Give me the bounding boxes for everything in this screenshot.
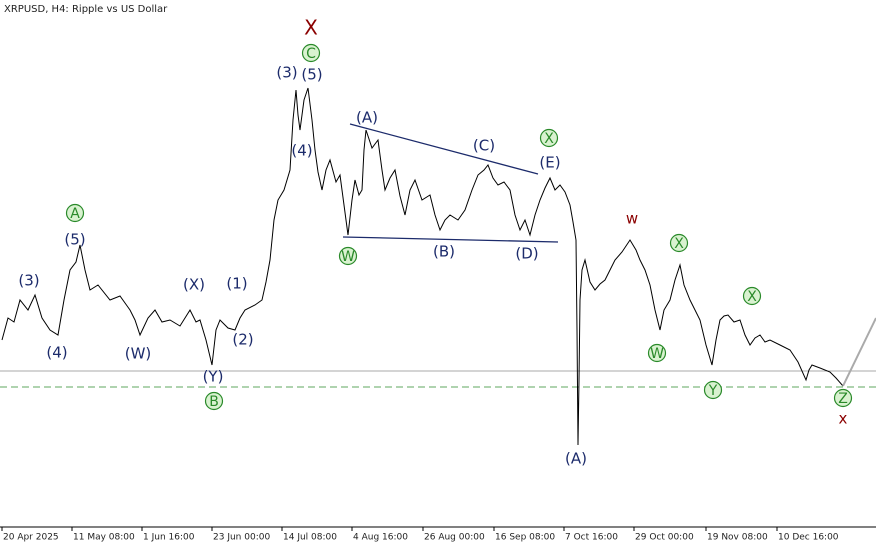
x-tick-label: 20 Apr 2025 [3,533,59,543]
wave-label: (5) [64,231,85,249]
x-tick-label: 29 Oct 00:00 [635,533,694,543]
wave-label: (A) [356,109,378,127]
chart-header: XRPUSD, H4: Ripple vs US Dollar [4,4,168,15]
triangle-lower [342,236,559,243]
wave-circle [703,380,723,400]
wave-label: (A) [565,450,587,468]
wave-circle [65,203,85,223]
wave-label: w [626,210,638,228]
x-tick-label: 10 Dec 16:00 [778,533,839,543]
wave-label: C [306,46,316,62]
triangle-upper [349,123,539,175]
wave-label: A [70,206,80,222]
x-tick-label: 19 Nov 08:00 [707,533,768,543]
wave-label: W [341,249,355,265]
wave-label: (4) [46,344,67,362]
wave-circle [338,246,358,266]
x-tick-label: 4 Aug 16:00 [353,533,408,543]
wave-label: (4) [291,142,312,160]
projection [842,317,876,387]
wave-circle [647,343,667,363]
wave-label: W [650,346,664,362]
x-tick-label: 16 Sep 08:00 [495,533,555,543]
wave-label: X [747,289,757,305]
wave-label: X [304,16,318,40]
wave-circle [539,128,559,148]
wave-label: (1) [226,275,247,293]
wave-label: X [544,131,554,147]
wave-label: B [209,394,219,410]
wave-label: (X) [183,276,205,294]
wave-label: (E) [539,154,560,172]
x-tick-label: 26 Aug 00:00 [424,533,485,543]
wave-circle [833,388,853,408]
wave-label: (C) [473,137,495,155]
price-series [1,87,844,446]
wave-label: (D) [515,245,538,263]
x-tick-label: 1 Jun 16:00 [143,533,195,543]
wave-label: (3) [18,272,39,290]
wave-label: (W) [125,345,152,363]
wave-label: (5) [301,66,322,84]
x-tick-label: 11 May 08:00 [73,533,135,543]
x-tick-label: 7 Oct 16:00 [565,533,618,543]
wave-label: Z [838,391,848,407]
wave-label: Y [708,383,718,399]
wave-label: (3) [276,64,297,82]
wave-label: X [674,236,684,252]
wave-label: (2) [232,331,253,349]
wave-circle [742,286,762,306]
wave-circle [204,391,224,411]
x-tick-label: 23 Jun 00:00 [213,533,270,543]
wave-label: (B) [433,243,455,261]
wave-label: (Y) [203,368,224,386]
wave-circle [301,43,321,63]
wave-circle [669,233,689,253]
wave-label: x [839,410,848,428]
x-tick-label: 14 Jul 08:00 [283,533,337,543]
